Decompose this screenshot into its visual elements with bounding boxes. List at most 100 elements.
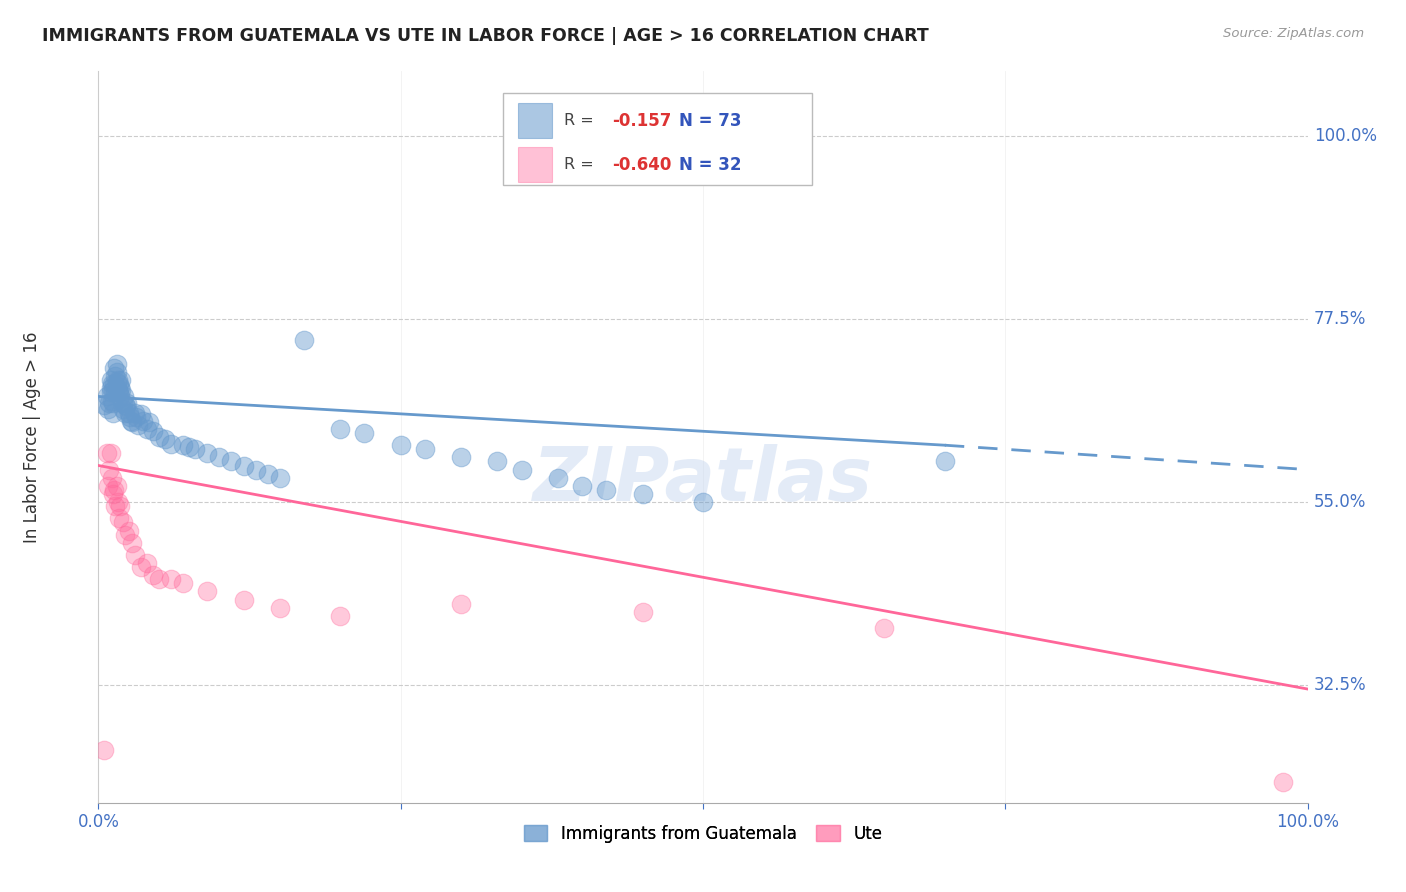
Point [100, 446, 122, 460]
Point [172, 576, 194, 591]
Point [195, 584, 218, 599]
Point [96, 389, 118, 403]
Point [114, 406, 136, 420]
Point [184, 442, 207, 457]
Point [108, 499, 131, 513]
Text: 100.0%: 100.0% [1313, 128, 1376, 145]
Point [256, 467, 278, 481]
Point [103, 483, 125, 497]
Point [292, 333, 315, 347]
Point [631, 605, 654, 619]
Point [105, 357, 128, 371]
Point [353, 425, 375, 440]
Point [160, 436, 183, 450]
Point [105, 375, 128, 389]
Point [97, 479, 120, 493]
Point [112, 389, 135, 403]
Point [142, 568, 165, 582]
Point [195, 446, 218, 460]
Point [98, 462, 121, 476]
Point [100, 393, 122, 408]
Point [96, 446, 118, 460]
Text: ZIPatlas: ZIPatlas [533, 444, 873, 517]
Point [138, 416, 160, 430]
FancyBboxPatch shape [503, 94, 811, 185]
Point [114, 527, 136, 541]
Point [118, 524, 141, 538]
Point [873, 621, 896, 635]
Point [160, 572, 183, 586]
Point [115, 399, 138, 413]
Point [114, 398, 136, 412]
Point [1272, 775, 1295, 789]
Point [104, 499, 127, 513]
Point [245, 462, 267, 476]
Point [100, 373, 122, 387]
Point [208, 450, 231, 465]
Point [100, 385, 122, 400]
Point [450, 597, 472, 611]
Point [100, 381, 122, 395]
Text: 55.0%: 55.0% [1313, 493, 1367, 511]
Point [631, 487, 654, 501]
Point [101, 406, 124, 420]
Point [132, 414, 155, 428]
Point [269, 600, 291, 615]
Point [121, 416, 143, 430]
Point [232, 592, 254, 607]
Point [105, 365, 128, 379]
Text: In Labor Force | Age > 16: In Labor Force | Age > 16 [22, 331, 41, 543]
Point [105, 479, 128, 493]
Point [389, 438, 412, 452]
Legend: Immigrants from Guatemala, Ute: Immigrants from Guatemala, Ute [517, 818, 889, 849]
Text: R =: R = [564, 157, 599, 172]
Point [153, 432, 176, 446]
Point [118, 409, 141, 424]
Point [124, 406, 146, 420]
Point [107, 495, 129, 509]
Text: R =: R = [564, 113, 599, 128]
Point [221, 454, 243, 468]
Text: IMMIGRANTS FROM GUATEMALA VS UTE IN LABOR FORCE | AGE > 16 CORRELATION CHART: IMMIGRANTS FROM GUATEMALA VS UTE IN LABO… [42, 27, 929, 45]
Point [101, 383, 124, 397]
Point [97, 401, 120, 416]
Point [93, 398, 115, 412]
Point [110, 383, 132, 397]
Point [108, 389, 131, 403]
Point [108, 377, 131, 392]
Point [329, 608, 352, 623]
Text: Source: ZipAtlas.com: Source: ZipAtlas.com [1223, 27, 1364, 40]
Point [101, 487, 124, 501]
Point [127, 417, 149, 432]
Point [104, 369, 127, 384]
Point [108, 380, 131, 394]
Point [100, 471, 122, 485]
Point [93, 743, 115, 757]
Point [111, 396, 134, 410]
Point [510, 462, 533, 476]
Point [108, 511, 131, 525]
Point [135, 556, 157, 570]
Text: N = 73: N = 73 [679, 112, 741, 129]
Text: -0.640: -0.640 [613, 155, 672, 174]
Point [117, 396, 139, 410]
Point [107, 383, 129, 397]
Point [111, 401, 134, 416]
Point [547, 471, 569, 485]
Point [120, 414, 142, 428]
Point [450, 450, 472, 465]
Point [125, 409, 148, 424]
Text: 77.5%: 77.5% [1313, 310, 1367, 328]
Point [100, 377, 122, 392]
Point [129, 407, 152, 421]
Point [329, 422, 352, 436]
Point [129, 560, 152, 574]
Point [103, 377, 125, 392]
Text: 32.5%: 32.5% [1313, 676, 1367, 694]
Point [486, 454, 509, 468]
Point [571, 479, 593, 493]
Point [107, 373, 129, 387]
Point [934, 454, 956, 468]
Point [108, 385, 131, 400]
Point [148, 430, 170, 444]
